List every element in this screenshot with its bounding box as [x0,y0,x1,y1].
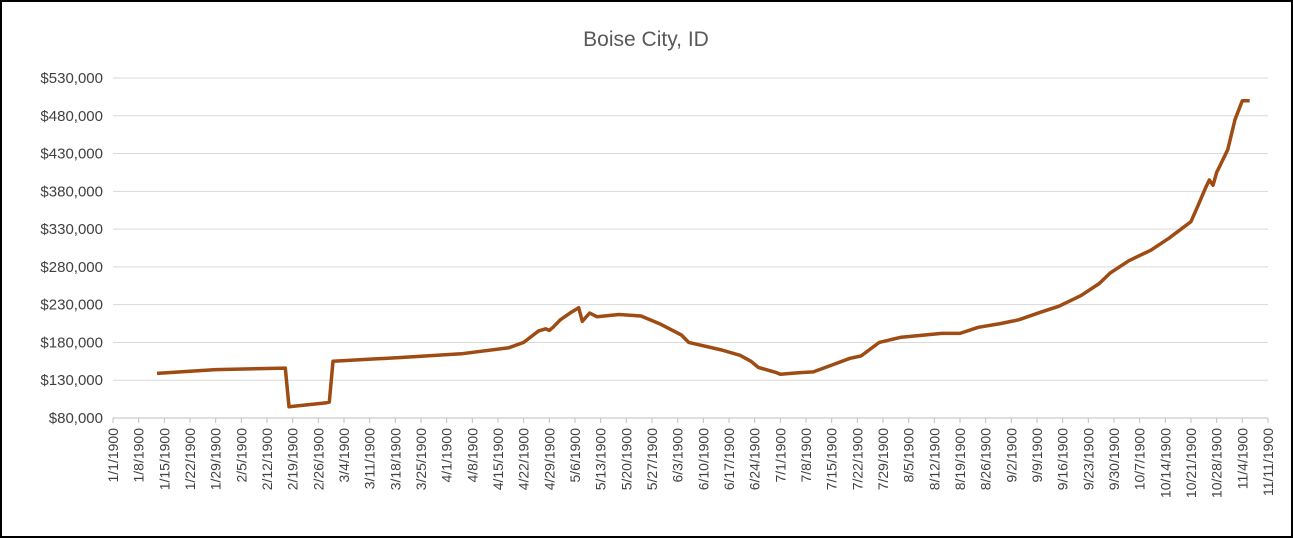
chart-title: Boise City, ID [583,28,709,51]
x-tick-label: 5/13/1900 [593,428,609,490]
x-tick-label: 8/26/1900 [978,428,994,490]
x-tick-label: 7/15/1900 [824,428,840,490]
x-tick-label: 3/4/1900 [336,428,352,483]
y-tick-label: $330,000 [40,221,103,238]
x-tick-label: 10/28/1900 [1209,428,1225,498]
series-line [156,98,1250,409]
x-tick-label: 10/14/1900 [1157,428,1173,498]
x-tick-label: 3/18/1900 [387,428,403,490]
x-tick-label: 7/8/1900 [798,428,814,483]
x-tick-label: 9/16/1900 [1055,428,1071,490]
x-tick-label: 10/21/1900 [1183,428,1199,498]
x-tick-label: 2/12/1900 [259,428,275,490]
x-tick-label: 9/9/1900 [1029,428,1045,483]
y-tick-label: $280,000 [40,259,103,276]
y-tick-label: $80,000 [49,410,103,427]
x-tick-label: 4/29/1900 [541,428,557,490]
x-tick-label: 1/22/1900 [182,428,198,490]
x-tick-label: 1/8/1900 [131,428,147,483]
y-tick-label: $130,000 [40,372,103,389]
x-tick-label: 6/24/1900 [747,428,763,490]
x-tick-label: 9/2/1900 [1003,428,1019,483]
x-tick-label: 11/4/1900 [1234,428,1250,489]
x-tick-label: 8/5/1900 [901,428,917,483]
x-tick-label: 4/22/1900 [516,428,532,490]
y-tick-label: $180,000 [40,334,103,351]
x-tick-label: 2/26/1900 [310,428,326,490]
y-tick-label: $530,000 [40,70,103,87]
x-tick-label: 2/5/1900 [233,428,249,483]
y-tick-label: $430,000 [40,146,103,163]
x-tick-label: 5/6/1900 [567,428,583,483]
x-tick-label: 8/12/1900 [926,428,942,490]
x-tick-label: 5/27/1900 [644,428,660,490]
x-tick-label: 8/19/1900 [952,428,968,490]
x-tick-label: 7/29/1900 [875,428,891,490]
x-tick-label: 6/17/1900 [721,428,737,490]
x-tick-label: 1/15/1900 [156,428,172,490]
x-tick-label: 4/8/1900 [464,428,480,483]
x-tick-label: 1/29/1900 [208,428,224,490]
x-tick-label: 7/1/1900 [772,428,788,483]
x-tick-label: 6/3/1900 [670,428,686,483]
y-tick-label: $230,000 [40,297,103,314]
y-tick-label: $480,000 [40,108,103,125]
x-tick-label: 9/23/1900 [1080,428,1096,490]
x-tick-label: 3/25/1900 [413,428,429,490]
x-tick-label: 4/1/1900 [439,428,455,483]
x-tick-label: 6/10/1900 [695,428,711,490]
x-tick-label: 10/7/1900 [1132,428,1148,490]
x-tick-label: 7/22/1900 [849,428,865,490]
x-tick-label: 11/11/1900 [1260,428,1276,496]
x-tick-label: 5/20/1900 [618,428,634,490]
x-tick-label: 2/19/1900 [285,428,301,490]
x-tick-label: 1/1/1900 [105,428,121,483]
x-tick-label: 3/11/1900 [362,428,378,489]
x-tick-label: 4/15/1900 [490,428,506,490]
y-tick-label: $380,000 [40,183,103,200]
x-tick-label: 9/30/1900 [1106,428,1122,490]
